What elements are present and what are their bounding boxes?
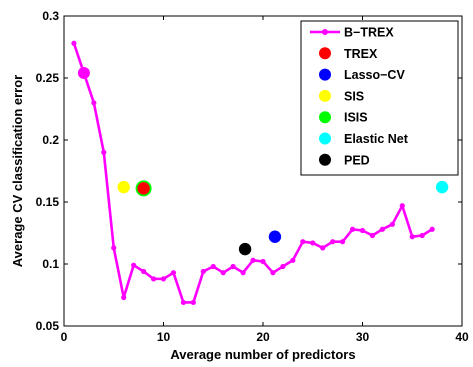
btrex-data-point	[419, 232, 425, 239]
btrex-data-point	[170, 270, 177, 276]
legend-label: Lasso−CV	[344, 68, 405, 82]
btrex-data-point	[399, 203, 405, 209]
btrex-data-point	[359, 227, 366, 234]
btrex-data-point	[121, 294, 127, 301]
btrex-data-point	[369, 232, 376, 239]
ped-point	[238, 242, 252, 256]
sis-point	[117, 180, 130, 194]
legend-marker	[319, 132, 331, 145]
x-tick-label: 20	[256, 330, 270, 344]
btrex-data-point	[190, 299, 196, 306]
btrex-data-point	[320, 245, 326, 251]
legend-label: B−TREX	[344, 26, 394, 40]
legend-label: TREX	[344, 47, 378, 61]
trex-point	[137, 182, 150, 195]
y-tick-label: 0.15	[36, 195, 60, 209]
btrex-data-point	[260, 258, 266, 265]
legend-label: ISIS	[344, 111, 368, 125]
btrex-data-point	[230, 263, 236, 270]
btrex-data-point	[379, 226, 385, 232]
legend-label: Elastic Net	[344, 132, 409, 146]
btrex-data-point	[389, 221, 395, 227]
btrex-data-point	[131, 262, 137, 268]
y-axis-label: Average CV classification error	[10, 75, 25, 267]
btrex-data-point	[429, 226, 435, 232]
btrex-data-point	[409, 234, 415, 240]
btrex-data-point	[220, 270, 226, 276]
x-axis-label: Average number of predictors	[170, 347, 355, 362]
y-tick-label: 0.25	[36, 71, 60, 85]
y-tick-label: 0.1	[42, 257, 59, 271]
axis-ticks: 0 10 20 30 40 0.05 0.1 0.15 0.2 0.25 0.3	[36, 9, 469, 344]
btrex-data-point	[91, 100, 97, 106]
btrex-data-point	[150, 276, 157, 282]
btrex-highlight-point	[77, 67, 90, 80]
elastic-net-point	[435, 180, 449, 194]
x-tick-label: 40	[455, 330, 469, 344]
x-tick-label: 10	[157, 330, 171, 344]
btrex-data-point	[310, 240, 316, 246]
btrex-data-point	[101, 149, 107, 155]
lasso-cv-point	[268, 230, 282, 243]
x-tick-label: 30	[356, 330, 370, 344]
btrex-data-point	[180, 299, 186, 306]
btrex-data-point	[210, 263, 216, 270]
y-tick-label: 0.05	[36, 319, 60, 333]
legend-marker	[319, 111, 331, 124]
btrex-data-point	[270, 270, 276, 276]
x-tick-label: 0	[61, 330, 68, 344]
btrex-data-point	[330, 239, 336, 245]
legend-label: PED	[344, 153, 370, 167]
btrex-data-point	[111, 245, 117, 251]
legend-marker	[319, 68, 331, 81]
btrex-data-point	[300, 239, 306, 245]
btrex-data-point	[200, 268, 206, 275]
btrex-data-point	[71, 40, 77, 46]
legend-marker	[322, 29, 328, 35]
legend-label: SIS	[344, 89, 364, 103]
btrex-data-point	[280, 263, 286, 270]
y-tick-label: 0.3	[42, 9, 59, 23]
plot-marks	[71, 40, 449, 306]
btrex-data-point	[290, 257, 296, 263]
btrex-data-point	[141, 268, 147, 275]
btrex-data-point	[250, 257, 256, 263]
btrex-data-point	[349, 226, 356, 232]
legend-marker	[319, 47, 331, 60]
btrex-data-point	[340, 239, 346, 245]
btrex-data-point	[240, 270, 246, 276]
legend-marker	[319, 153, 331, 166]
legend-marker	[319, 89, 331, 102]
btrex-data-point	[160, 276, 167, 282]
legend: B−TREX TREX Lasso−CV SIS ISIS Elastic Net PED	[300, 20, 459, 176]
y-tick-label: 0.2	[42, 133, 59, 147]
